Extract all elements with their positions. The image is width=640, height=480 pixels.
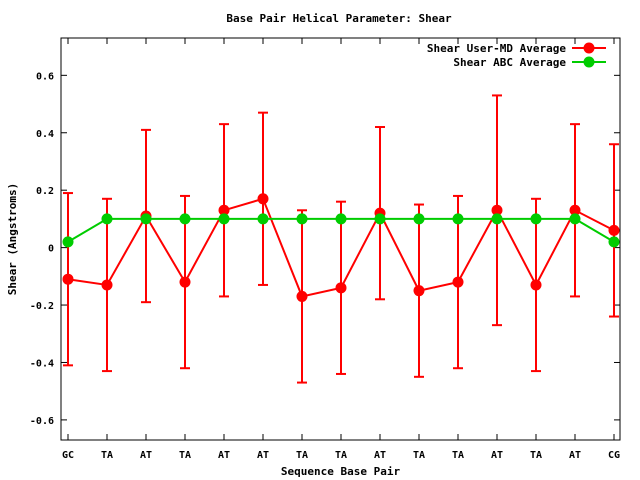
legend-label-user-md: Shear User-MD Average bbox=[427, 42, 566, 55]
data-point-user-md bbox=[569, 204, 581, 216]
data-point-abc bbox=[569, 213, 581, 225]
series-abc bbox=[62, 213, 620, 248]
y-tick-label: 0.6 bbox=[36, 71, 54, 82]
x-tick-label: AT bbox=[218, 450, 230, 461]
x-tick-label: AT bbox=[491, 450, 503, 461]
data-point-user-md bbox=[101, 279, 113, 291]
data-point-user-md bbox=[413, 285, 425, 297]
legend-label-abc: Shear ABC Average bbox=[453, 56, 566, 69]
y-tick-label: 0 bbox=[48, 244, 54, 255]
x-tick-label: GC bbox=[62, 450, 74, 461]
data-point-abc bbox=[335, 213, 347, 225]
data-point-abc bbox=[140, 213, 152, 225]
x-tick-label: TA bbox=[335, 450, 347, 461]
x-tick-label: AT bbox=[140, 450, 152, 461]
data-point-user-md bbox=[218, 204, 230, 216]
data-point-user-md bbox=[491, 204, 503, 216]
series-layer bbox=[62, 94, 620, 384]
y-tick-label: -0.2 bbox=[30, 301, 54, 312]
data-point-abc bbox=[530, 213, 542, 225]
data-point-user-md bbox=[608, 224, 620, 236]
y-axis: -0.6 -0.4 -0.2 0 0.2 0.4 0.6 bbox=[30, 71, 620, 427]
data-point-abc bbox=[491, 213, 503, 225]
data-point-user-md bbox=[62, 273, 74, 285]
x-tick-label: AT bbox=[569, 450, 581, 461]
data-point-abc bbox=[218, 213, 230, 225]
data-point-abc bbox=[179, 213, 191, 225]
legend: Shear User-MD Average Shear ABC Average bbox=[427, 42, 606, 69]
data-point-abc bbox=[608, 236, 620, 248]
y-tick-label: -0.4 bbox=[30, 358, 54, 369]
chart-title: Base Pair Helical Parameter: Shear bbox=[226, 12, 452, 25]
y-tick-label: 0.2 bbox=[36, 186, 54, 197]
x-tick-label: TA bbox=[101, 450, 113, 461]
data-point-user-md bbox=[530, 279, 542, 291]
data-point-user-md bbox=[335, 282, 347, 294]
data-point-abc bbox=[413, 213, 425, 225]
series-user-md bbox=[62, 94, 620, 384]
x-tick-label: AT bbox=[374, 450, 386, 461]
data-point-user-md bbox=[179, 276, 191, 288]
x-tick-label: TA bbox=[452, 450, 464, 461]
x-tick-label: CG bbox=[608, 450, 620, 461]
data-point-abc bbox=[296, 213, 308, 225]
legend-swatch-marker bbox=[583, 56, 595, 68]
y-axis-label: Shear (Angstroms) bbox=[6, 183, 19, 296]
x-tick-label: TA bbox=[296, 450, 308, 461]
x-axis-label: Sequence Base Pair bbox=[281, 465, 401, 478]
x-tick-label: TA bbox=[413, 450, 425, 461]
data-point-abc bbox=[374, 213, 386, 225]
data-point-abc bbox=[452, 213, 464, 225]
x-tick-label: TA bbox=[530, 450, 542, 461]
legend-swatch-marker bbox=[583, 42, 595, 54]
x-tick-label: AT bbox=[257, 450, 269, 461]
y-tick-label: -0.6 bbox=[30, 416, 54, 427]
data-point-abc bbox=[257, 213, 269, 225]
data-point-user-md bbox=[452, 276, 464, 288]
data-point-abc bbox=[101, 213, 113, 225]
data-point-user-md bbox=[296, 290, 308, 302]
x-axis: GC TA AT TA AT AT TA TA AT TA TA AT TA AT CG bbox=[62, 38, 620, 461]
data-point-user-md bbox=[257, 193, 269, 205]
x-tick-label: TA bbox=[179, 450, 191, 461]
data-point-abc bbox=[62, 236, 74, 248]
y-tick-label: 0.4 bbox=[36, 129, 54, 140]
